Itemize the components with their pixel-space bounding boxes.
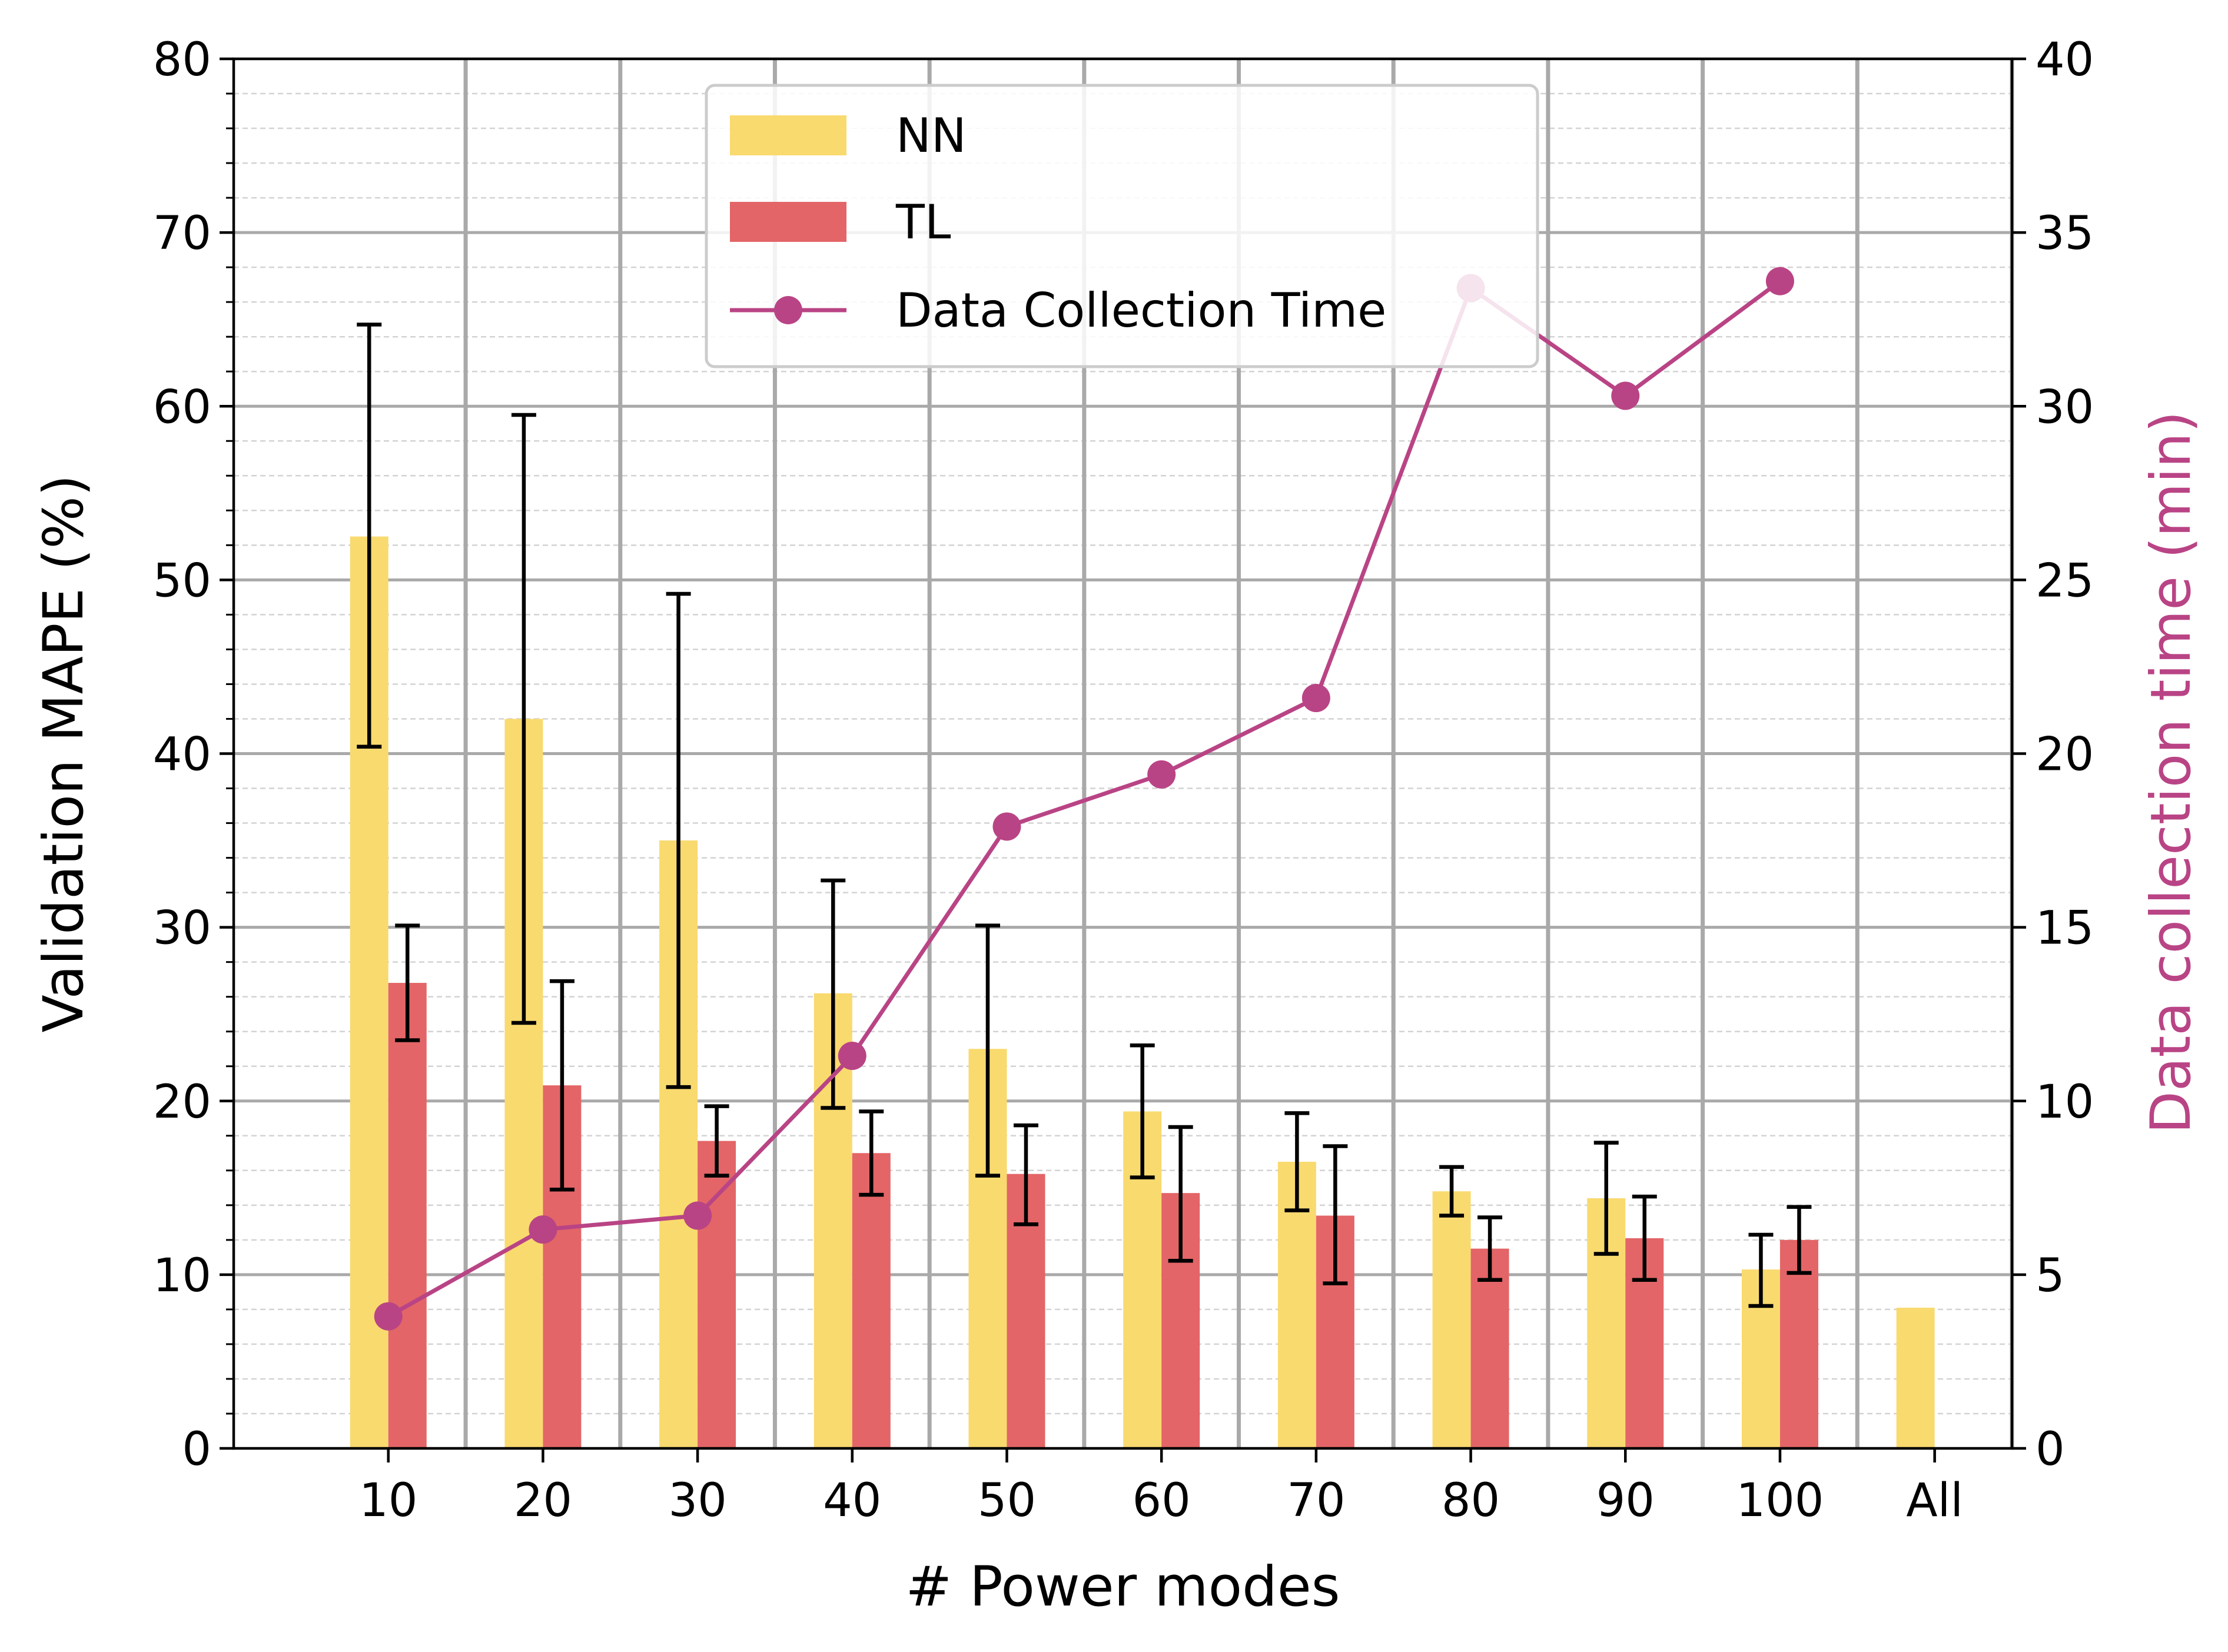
time-point-30: [683, 1201, 712, 1230]
right-tick-label: 25: [2036, 554, 2094, 607]
nn-error-bar-60: [1130, 1043, 1155, 1179]
tl-error-bar-50: [1013, 1123, 1038, 1226]
left-tick-label: 20: [153, 1076, 211, 1129]
x-tick-label: 70: [1287, 1474, 1345, 1527]
time-point-100: [1765, 267, 1794, 295]
tl-error-bar-30: [704, 1104, 729, 1178]
time-line: [374, 267, 1794, 1331]
left-tick-label: 40: [153, 729, 211, 782]
right-tick-label: 20: [2036, 729, 2094, 782]
left-tick-label: 30: [153, 902, 211, 955]
x-tick-label: 60: [1133, 1474, 1191, 1527]
x-tick-label: 100: [1736, 1474, 1824, 1527]
y-axis-title: Validation MAPE (%): [32, 474, 96, 1032]
x-tick-label: 90: [1596, 1474, 1655, 1527]
nn-error-bar-40: [821, 878, 846, 1110]
time-point-50: [992, 812, 1021, 841]
nn-error-bar-10: [357, 323, 382, 749]
legend-marker-time: [774, 296, 802, 324]
legend-item-tl: TL: [730, 195, 951, 250]
left-tick-label: 60: [153, 381, 211, 434]
nn-error-bar-30: [666, 591, 691, 1089]
legend: NN TL Data Collection Time: [705, 84, 1539, 368]
tl-error-bar-40: [859, 1109, 884, 1197]
tl-bar-10: [388, 983, 427, 1448]
legend-label-time: Data Collection Time: [896, 283, 1386, 338]
tl-error-bar-10: [395, 923, 420, 1042]
tl-error-bar-100: [1787, 1205, 1812, 1275]
nn-error-bar-20: [511, 413, 536, 1025]
time-point-60: [1147, 760, 1176, 789]
x-tick-label: 30: [668, 1474, 726, 1527]
tl-error-bar-20: [549, 979, 575, 1192]
tl-error-bar-80: [1477, 1215, 1503, 1282]
right-tick-label: 35: [2036, 207, 2094, 260]
nn-error-bar-50: [975, 923, 1000, 1178]
right-tick-label: 15: [2036, 902, 2094, 955]
nn-error-bar-70: [1284, 1111, 1310, 1212]
time-series-line: [387, 279, 1782, 1318]
legend-swatch-nn: [730, 115, 846, 155]
right-tick-label: 5: [2036, 1249, 2065, 1302]
error-bars: [357, 323, 1812, 1308]
tl-error-bar-60: [1168, 1125, 1193, 1263]
left-tick-label: 10: [153, 1249, 211, 1302]
y2-axis-title: Data collection time (min): [2139, 411, 2203, 1134]
x-tick-label: 40: [823, 1474, 881, 1527]
x-tick-label: 10: [359, 1474, 417, 1527]
time-point-20: [529, 1215, 557, 1244]
tl-error-bar-70: [1323, 1144, 1348, 1285]
tl-bar-80: [1470, 1248, 1509, 1448]
time-point-90: [1611, 381, 1640, 410]
x-tick-label: 20: [514, 1474, 572, 1527]
tl-bar-30: [698, 1141, 736, 1448]
bars: [350, 536, 1935, 1448]
left-tick-label: 70: [153, 207, 211, 260]
x-tick-label: 80: [1442, 1474, 1500, 1527]
left-tick-label: 50: [153, 554, 211, 607]
time-point-70: [1301, 684, 1330, 713]
legend-item-time: Data Collection Time: [730, 283, 1386, 338]
left-tick-label: 80: [153, 34, 211, 87]
right-tick-label: 0: [2036, 1423, 2065, 1476]
legend-box: [705, 84, 1539, 368]
time-point-40: [838, 1042, 866, 1071]
nn-error-bar-80: [1439, 1165, 1465, 1218]
legend-item-nn: NN: [730, 108, 967, 163]
right-tick-label: 10: [2036, 1076, 2094, 1129]
nn-bar-80: [1432, 1191, 1471, 1448]
legend-label-nn: NN: [896, 108, 967, 163]
left-tick-label: 0: [182, 1423, 211, 1476]
x-axis-title: # Power modes: [905, 1555, 1340, 1619]
nn-error-bar-100: [1748, 1232, 1774, 1308]
legend-swatch-tl: [730, 202, 846, 242]
x-tick-label: All: [1906, 1474, 1963, 1527]
tl-error-bar-90: [1632, 1194, 1657, 1282]
legend-label-tl: TL: [895, 195, 951, 250]
x-tick-label: 50: [978, 1474, 1036, 1527]
right-tick-label: 40: [2036, 34, 2094, 87]
right-tick-label: 30: [2036, 381, 2094, 434]
time-point-10: [374, 1302, 403, 1331]
axes: 0 10 20 30 40 50 60 70 80 0 5 10 15 20 25 30 35 40 10 20 30 4…: [32, 34, 2203, 1619]
nn-error-bar-90: [1593, 1141, 1619, 1256]
tl-bar-40: [852, 1153, 891, 1448]
nn-bar-All: [1896, 1307, 1935, 1448]
